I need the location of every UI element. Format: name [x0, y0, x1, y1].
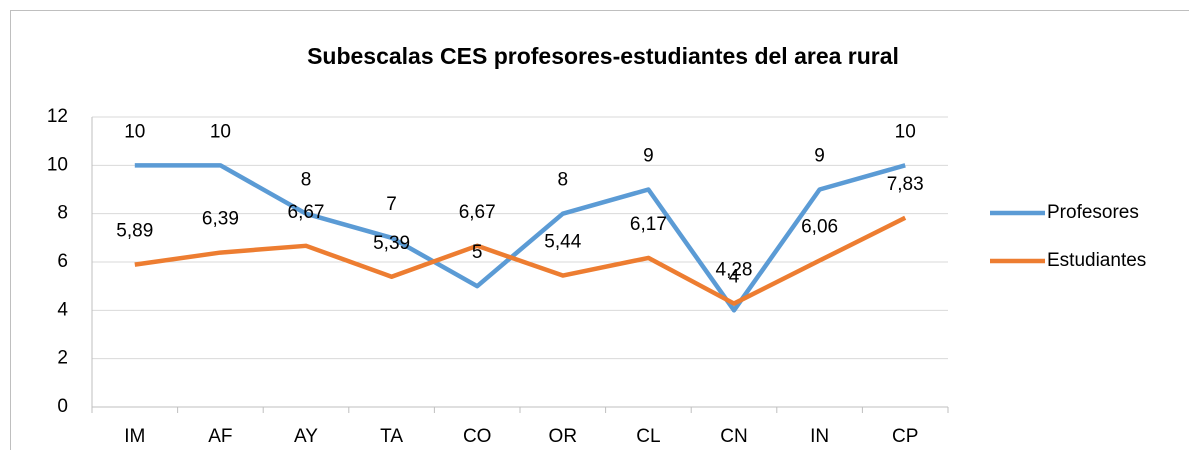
legend-label: Estudiantes — [1047, 250, 1146, 271]
y-tick-label: 12 — [47, 106, 68, 127]
data-label: 6,17 — [630, 214, 667, 235]
x-tick-label: AY — [294, 426, 318, 447]
data-label: 7,83 — [887, 174, 924, 195]
data-label: 8 — [301, 170, 312, 191]
series-line — [134, 215, 907, 306]
y-tick-label: 10 — [47, 154, 68, 175]
chart-title: Subescalas CES profesores-estudiantes de… — [307, 43, 899, 69]
y-tick-label: 2 — [57, 348, 68, 369]
data-label: 4,28 — [716, 260, 753, 281]
x-tick-label: CL — [636, 426, 660, 447]
x-tick-label: CN — [720, 426, 747, 447]
data-label: 5,44 — [544, 232, 581, 253]
data-label: 5,39 — [373, 233, 410, 254]
x-tick-label: IN — [810, 426, 829, 447]
x-tick-label: CO — [463, 426, 492, 447]
x-tick-label: AF — [208, 426, 232, 447]
y-tick-label: 8 — [57, 203, 68, 224]
data-label: 6,67 — [459, 202, 496, 223]
data-label: 6,39 — [202, 209, 239, 230]
y-tick-label: 4 — [57, 299, 68, 320]
legend-label: Profesores — [1047, 202, 1139, 223]
data-label: 6,06 — [801, 217, 838, 238]
data-label: 4 — [729, 266, 740, 287]
data-label: 9 — [814, 146, 825, 167]
chart-border — [10, 10, 1189, 450]
data-label: 7 — [386, 194, 397, 215]
series-line — [134, 163, 906, 313]
data-label: 5,89 — [116, 221, 153, 242]
data-label: 9 — [643, 146, 654, 167]
data-label: 5 — [472, 242, 483, 263]
data-label: 10 — [895, 121, 916, 142]
data-label: 10 — [124, 121, 145, 142]
x-tick-label: IM — [124, 426, 145, 447]
data-label: 10 — [210, 121, 231, 142]
y-tick-label: 0 — [57, 396, 68, 417]
y-tick-label: 6 — [57, 251, 68, 272]
x-tick-label: OR — [549, 426, 578, 447]
data-label: 8 — [558, 170, 569, 191]
data-label: 6,67 — [288, 202, 325, 223]
x-tick-label: TA — [380, 426, 403, 447]
x-tick-label: CP — [892, 426, 918, 447]
